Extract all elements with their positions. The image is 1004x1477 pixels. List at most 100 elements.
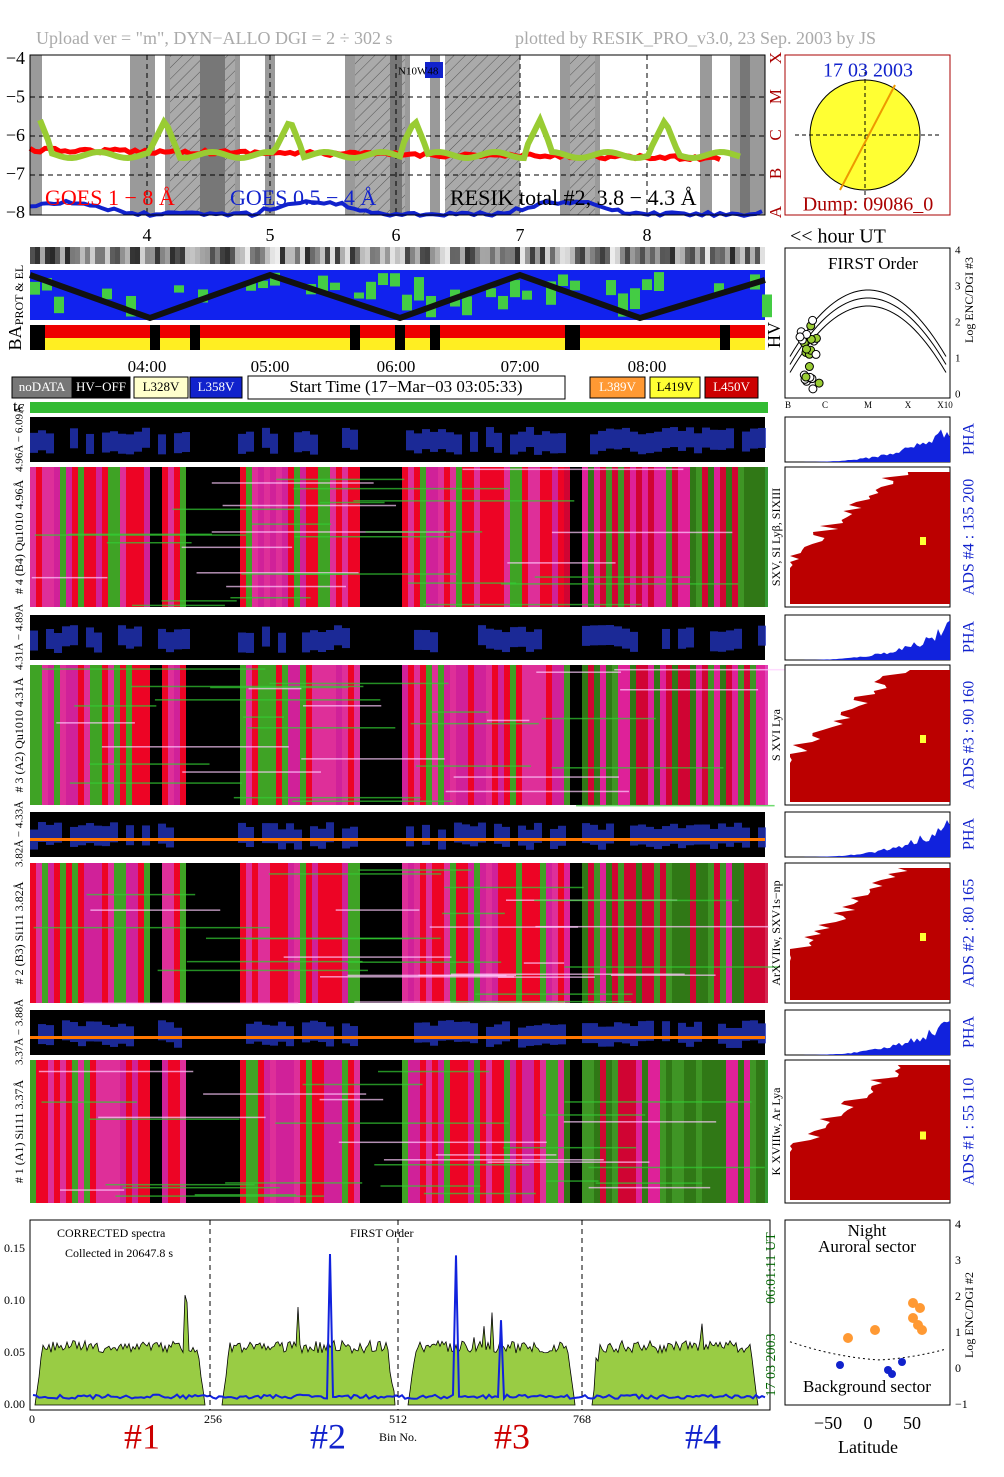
gray-bar [575, 247, 580, 264]
pha-blue [86, 627, 94, 648]
spectro-col [288, 1060, 294, 1203]
spectro-col [522, 467, 528, 607]
spectro-col [30, 863, 36, 1003]
gray-bar [435, 247, 440, 264]
spectro-col [366, 863, 372, 1003]
vertical-label: S XVI Lya [769, 708, 783, 761]
spectro-col [426, 863, 432, 1003]
legend-box [589, 376, 646, 399]
spectro-col [528, 863, 534, 1003]
gray-bar [305, 247, 310, 264]
spectro-col [702, 863, 708, 1003]
pha-hist [785, 620, 950, 660]
label: 04:00 [128, 357, 167, 376]
spectro-col [282, 1060, 288, 1203]
spectro-col [414, 863, 420, 1003]
pha-blue [302, 1022, 310, 1043]
spectro-col [168, 665, 174, 805]
prot-green [606, 280, 616, 296]
spectro-col [330, 863, 336, 1003]
hatch-band [570, 55, 595, 215]
hatch-band [445, 55, 520, 215]
spectro-col [114, 863, 120, 1003]
spectro-col [294, 863, 300, 1003]
spectro-col [414, 1060, 420, 1203]
spectro-row [535, 925, 770, 928]
spectro-row [418, 974, 516, 977]
pha-blue [38, 430, 46, 451]
spectro-row [610, 974, 716, 976]
spectro-row [82, 1002, 299, 1005]
gray-bar [650, 247, 655, 264]
spectro-col [54, 467, 60, 607]
label: 8 [643, 225, 652, 245]
spectro-col [48, 1060, 54, 1203]
day-band [275, 55, 345, 215]
spectro-col [90, 467, 96, 607]
pha-blue [54, 632, 62, 653]
spectro-col [618, 1060, 624, 1203]
prot-green [630, 288, 640, 310]
spectro-col [276, 665, 282, 805]
spectro-row [154, 699, 381, 701]
spectro-col [732, 467, 738, 607]
spectro-col [564, 467, 570, 607]
spectro-col [186, 863, 192, 1003]
spectro-col [66, 665, 72, 805]
spectro-row [292, 800, 453, 802]
spectro-row [450, 1000, 632, 1003]
spectro-row [242, 716, 285, 718]
spectro-col [126, 863, 132, 1003]
label: 17 03 2003 [823, 60, 913, 82]
spectro-col [144, 1060, 150, 1203]
spectro-col [450, 863, 456, 1003]
label: −1 [955, 1397, 968, 1411]
spectro-col [54, 665, 60, 805]
spectro-col [534, 665, 540, 805]
spectro-row [210, 686, 349, 689]
spectro-col [468, 467, 474, 607]
pha-blue [126, 628, 134, 649]
spectro-col [576, 467, 582, 607]
label: noDATA [19, 379, 66, 394]
gray-bar [245, 247, 250, 264]
label: L358V [198, 379, 235, 394]
spectro-col [504, 467, 510, 607]
ba-gap [30, 325, 45, 350]
spectro-col [498, 863, 504, 1003]
gray-bar [535, 247, 540, 264]
label: 1 [955, 353, 961, 365]
gray-bar [265, 247, 270, 264]
spectro-row [244, 937, 410, 940]
label: −4 [6, 48, 25, 68]
pha-blue [694, 433, 702, 454]
ba-gap [430, 325, 440, 350]
spectro-col [390, 863, 396, 1003]
prot-green [318, 275, 328, 292]
spectro-col [462, 863, 468, 1003]
pha-blue [246, 431, 254, 452]
spectro-col [552, 863, 558, 1003]
gray-bar [180, 247, 185, 264]
spectro-row [588, 1186, 711, 1189]
gray-bar [40, 247, 45, 264]
spectro-col [318, 1060, 324, 1203]
spectro-col [762, 467, 768, 607]
spectro-row [576, 804, 775, 807]
spectro-col [594, 467, 600, 607]
spectro-col [168, 467, 174, 607]
pha-blue [526, 631, 534, 652]
spectro-col [270, 665, 276, 805]
pha-blue [70, 826, 78, 847]
spectro-col [348, 1060, 354, 1203]
spectro-col [264, 1060, 270, 1203]
ads-hist [790, 472, 950, 604]
gray-bar [455, 247, 460, 264]
pha-blue [454, 434, 462, 455]
spectro-col [570, 863, 576, 1003]
spectro-col [342, 1060, 348, 1203]
spectro-col [420, 863, 426, 1003]
vertical-label: PHA [961, 1016, 978, 1048]
spectro-col [72, 863, 78, 1003]
spectro-row [38, 1070, 194, 1073]
